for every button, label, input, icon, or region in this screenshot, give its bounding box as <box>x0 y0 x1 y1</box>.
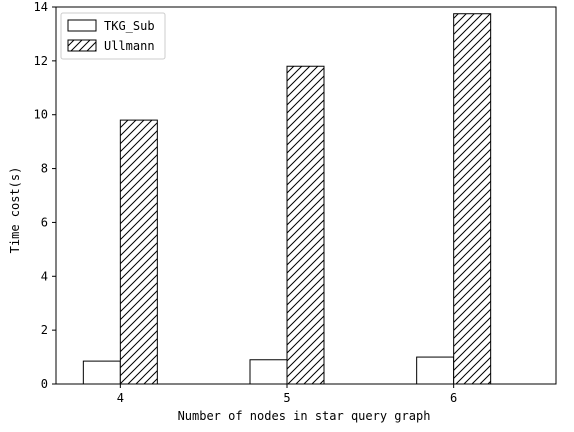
bar-tkg-sub-4 <box>82 360 121 385</box>
y-tick-label: 0 <box>41 377 48 391</box>
bar-ullmann-5 <box>286 65 325 385</box>
legend-label: TKG_Sub <box>104 19 155 33</box>
axes-group: 0 2 4 6 8 10 12 14 4 5 6 <box>34 0 557 405</box>
y-tick-label: 12 <box>34 54 48 68</box>
bars-group <box>82 13 492 385</box>
y-tick-label: 14 <box>34 0 48 14</box>
legend: TKG_Sub Ullmann <box>60 12 166 60</box>
legend-swatch-tkg-sub <box>67 19 97 32</box>
x-axis-label: Number of nodes in star query graph <box>178 409 431 423</box>
y-tick-label: 6 <box>41 215 48 229</box>
bar-ullmann-4 <box>119 119 158 385</box>
y-tick-label: 4 <box>41 269 48 283</box>
bar-tkg-sub-6 <box>416 356 455 385</box>
y-tick-label: 2 <box>41 323 48 337</box>
bar-ullmann-6 <box>453 13 492 385</box>
x-tick-label: 4 <box>117 391 124 405</box>
legend-label: Ullmann <box>104 39 155 53</box>
plot-frame <box>55 6 557 385</box>
y-tick-label: 8 <box>41 162 48 176</box>
legend-swatch-ullmann <box>67 39 97 52</box>
x-tick-label: 6 <box>450 391 457 405</box>
y-tick-label: 10 <box>34 108 48 122</box>
x-tick-label: 5 <box>283 391 290 405</box>
bar-tkg-sub-5 <box>249 359 288 385</box>
y-axis-label: Time cost(s) <box>8 167 22 254</box>
